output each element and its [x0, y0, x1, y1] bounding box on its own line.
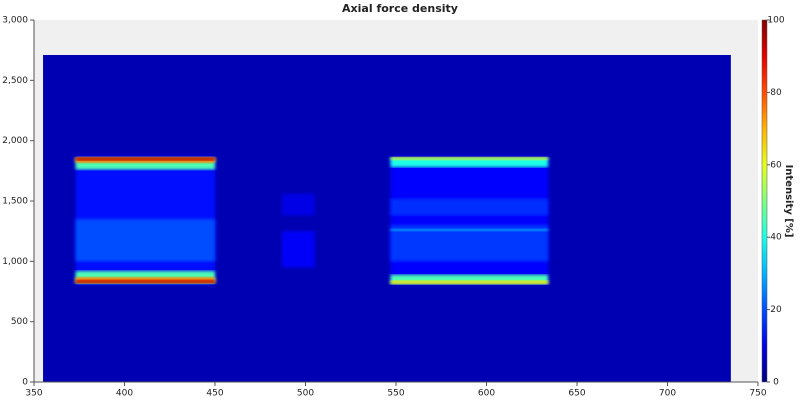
y-tick-label: 1,000: [2, 257, 28, 267]
colorbar-tick-label: 0: [773, 378, 779, 388]
x-tick-label: 350: [25, 389, 42, 399]
heatmap: [43, 54, 731, 382]
heat-cell: [75, 280, 215, 284]
colorbar-tick-label: 60: [770, 160, 782, 170]
x-tick-label: 600: [478, 389, 495, 399]
y-tick-label: 2,500: [2, 76, 28, 86]
heat-cell: [390, 274, 549, 285]
heat-cell: [390, 156, 549, 285]
x-tick-label: 550: [387, 389, 404, 399]
x-tick-label: 650: [568, 389, 585, 399]
heat-cell: [281, 231, 315, 268]
heat-cell: [75, 219, 215, 262]
heat-cell: [281, 193, 315, 216]
y-tick-label: 3,000: [2, 16, 28, 26]
heat-cell: [390, 225, 549, 262]
x-tick-label: 750: [749, 389, 766, 399]
heat-cell: [390, 156, 549, 160]
heat-cell: [390, 198, 549, 216]
y-tick-label: 2,000: [2, 136, 28, 146]
colorbar-label: Intensity [%]: [783, 165, 794, 238]
colorbar-tick-label: 80: [770, 88, 782, 98]
heat-cell: [75, 157, 215, 161]
y-tick-label: 0: [22, 378, 28, 388]
y-tick-label: 500: [11, 317, 28, 327]
x-tick-label: 400: [116, 389, 133, 399]
heat-cell: [390, 228, 549, 232]
x-tick-label: 700: [659, 389, 676, 399]
colorbar-tick-label: 100: [767, 16, 784, 26]
colorbar-tick-label: 20: [770, 305, 782, 315]
heat-cell: [390, 280, 549, 285]
colorbar-tick-label: 40: [770, 233, 782, 243]
chart-title: Axial force density: [342, 2, 458, 15]
x-tick-label: 450: [206, 389, 223, 399]
heat-cell: [390, 157, 549, 168]
x-tick-label: 500: [297, 389, 314, 399]
y-tick-label: 1,500: [2, 197, 28, 207]
colorbar: [761, 19, 768, 383]
